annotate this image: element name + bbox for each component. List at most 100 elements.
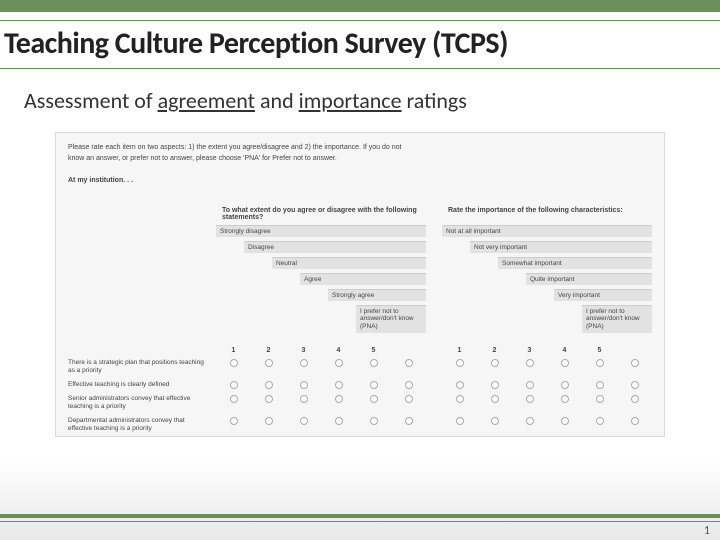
radio-option[interactable]: [335, 359, 343, 367]
subtitle-agreement: agreement: [158, 87, 255, 114]
radio-option[interactable]: [526, 395, 534, 403]
bottom-accent-bar: [0, 514, 720, 518]
radio-option[interactable]: [561, 359, 569, 367]
radio-option[interactable]: [456, 417, 464, 425]
radio-option[interactable]: [405, 395, 413, 403]
radio-option[interactable]: [335, 395, 343, 403]
scale-step: Strongly disagree: [216, 225, 426, 238]
survey-item-label: Senior administrators convey that effect…: [56, 392, 216, 414]
subtitle-pre: Assessment of: [24, 87, 158, 114]
radio-option[interactable]: [526, 417, 534, 425]
radio-row: [216, 378, 426, 392]
survey-item-label: Departmental administrators convey that …: [56, 414, 216, 436]
survey-item-label: Effective teaching is clearly defined: [56, 378, 216, 392]
radio-option[interactable]: [596, 395, 604, 403]
radio-option[interactable]: [456, 381, 464, 389]
survey-lead: At my institution. . .: [68, 176, 652, 187]
radio-option[interactable]: [491, 381, 499, 389]
radio-option[interactable]: [335, 417, 343, 425]
survey-matrix: To what extent do you agree or disagree …: [56, 203, 664, 437]
scale-step: Not at all important: [442, 225, 652, 238]
scale-number: 2: [251, 347, 286, 354]
subtitle: Assessment of agreement and importance r…: [24, 87, 720, 114]
radio-option[interactable]: [526, 381, 534, 389]
radio-option[interactable]: [491, 359, 499, 367]
scale-number: 4: [547, 347, 582, 354]
radio-option[interactable]: [405, 381, 413, 389]
radio-option[interactable]: [561, 381, 569, 389]
survey-item-label: There is a strategic plan that positions…: [56, 356, 216, 378]
radio-option[interactable]: [265, 381, 273, 389]
scale-number: 1: [216, 347, 251, 354]
radio-option[interactable]: [230, 381, 238, 389]
radio-option[interactable]: [596, 381, 604, 389]
col-header-importance: Rate the importance of the following cha…: [442, 203, 652, 218]
page-number: 1: [704, 524, 710, 538]
scale-number: 2: [477, 347, 512, 354]
radio-option[interactable]: [300, 359, 308, 367]
scale-number: 1: [442, 347, 477, 354]
scale-step: Agree: [300, 273, 426, 286]
radio-option[interactable]: [526, 359, 534, 367]
radio-option[interactable]: [405, 417, 413, 425]
radio-option[interactable]: [230, 417, 238, 425]
radio-option[interactable]: [265, 359, 273, 367]
scale-step: I prefer not to answer/don't know (PNA): [356, 305, 426, 333]
subtitle-importance: importance: [299, 87, 402, 114]
radio-option[interactable]: [491, 417, 499, 425]
scale-step: Strongly agree: [328, 289, 426, 302]
radio-row: [216, 392, 426, 406]
instruction-line-1: Please rate each item on two aspects: 1)…: [68, 144, 401, 151]
bottom-accent-line: [0, 521, 720, 522]
radio-row: [216, 414, 426, 428]
scale-step: Disagree: [244, 241, 426, 254]
instruction-line-2: know an answer, or prefer not to answer,…: [68, 155, 337, 162]
radio-option[interactable]: [300, 395, 308, 403]
top-accent-bar: [0, 0, 720, 12]
scale-step: Neutral: [272, 257, 426, 270]
scale-numbers: 12345: [442, 345, 652, 356]
radio-option[interactable]: [631, 381, 639, 389]
scale-number: 4: [321, 347, 356, 354]
radio-option[interactable]: [370, 381, 378, 389]
scale-number: 5: [356, 347, 391, 354]
col-header-agreement: To what extent do you agree or disagree …: [216, 203, 426, 225]
scale-step: Quite important: [526, 273, 652, 286]
radio-option[interactable]: [370, 359, 378, 367]
scale-step: I prefer not to answer/don't know (PNA): [582, 305, 652, 333]
radio-row: [442, 392, 652, 406]
radio-option[interactable]: [405, 359, 413, 367]
radio-option[interactable]: [596, 359, 604, 367]
radio-option[interactable]: [265, 395, 273, 403]
radio-row: [442, 414, 652, 428]
radio-option[interactable]: [561, 395, 569, 403]
title-block: Teaching Culture Perception Survey (TCPS…: [0, 20, 720, 69]
radio-option[interactable]: [265, 417, 273, 425]
page-title: Teaching Culture Perception Survey (TCPS…: [4, 25, 712, 62]
radio-option[interactable]: [456, 395, 464, 403]
radio-option[interactable]: [335, 381, 343, 389]
scale-number: [391, 347, 426, 354]
radio-option[interactable]: [230, 395, 238, 403]
radio-option[interactable]: [230, 359, 238, 367]
radio-option[interactable]: [596, 417, 604, 425]
scale-step: Very important: [554, 289, 652, 302]
scale-number: 5: [582, 347, 617, 354]
radio-option[interactable]: [300, 381, 308, 389]
radio-row: [442, 378, 652, 392]
radio-option[interactable]: [300, 417, 308, 425]
survey-screenshot: Please rate each item on two aspects: 1)…: [55, 132, 665, 437]
radio-option[interactable]: [631, 417, 639, 425]
radio-option[interactable]: [631, 359, 639, 367]
subtitle-mid: and: [255, 87, 299, 114]
scale-number: [617, 347, 652, 354]
survey-instructions: Please rate each item on two aspects: 1)…: [56, 133, 664, 203]
radio-option[interactable]: [370, 417, 378, 425]
radio-option[interactable]: [491, 395, 499, 403]
radio-option[interactable]: [456, 359, 464, 367]
radio-option[interactable]: [561, 417, 569, 425]
scale-step: Somewhat important: [498, 257, 652, 270]
radio-option[interactable]: [370, 395, 378, 403]
radio-row: [216, 356, 426, 370]
radio-option[interactable]: [631, 395, 639, 403]
